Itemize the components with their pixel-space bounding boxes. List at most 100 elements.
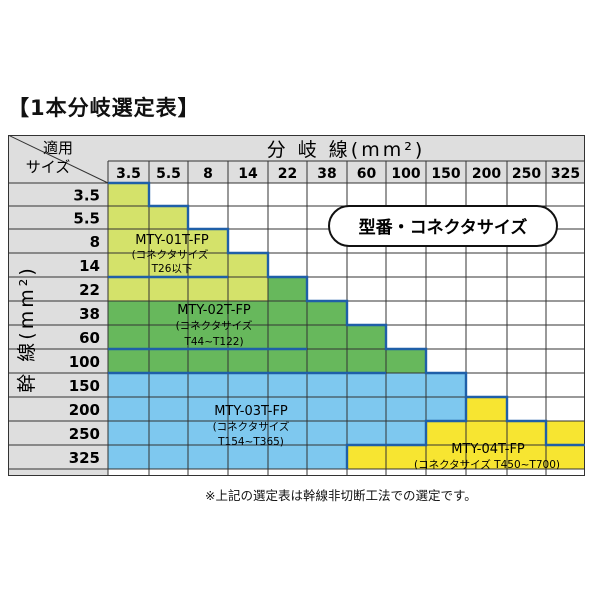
table-cell (188, 397, 228, 421)
table-cell (188, 301, 228, 325)
table-cell (307, 325, 347, 349)
branch-size-label: 8 (203, 166, 213, 182)
table-cell (347, 373, 386, 397)
table-cell (149, 445, 188, 469)
table-cell (426, 277, 466, 301)
table-cell (546, 253, 585, 277)
table-cell (386, 349, 426, 373)
table-cell (268, 277, 307, 301)
table-cell (347, 253, 386, 277)
trunk-size-label: 150 (69, 377, 100, 395)
branch-size-label: 22 (278, 166, 297, 182)
table-cell (507, 397, 546, 421)
trunk-size-label: 60 (79, 329, 100, 347)
table-cell (149, 373, 188, 397)
table-cell (228, 253, 268, 277)
table-cell (108, 397, 149, 421)
trunk-size-label: 5.5 (73, 210, 100, 228)
table-cell (507, 421, 546, 445)
table-cell (228, 301, 268, 325)
table-cell (307, 349, 347, 373)
table-cell (307, 301, 347, 325)
table-cell (466, 421, 507, 445)
table-cell (426, 349, 466, 373)
table-cell (546, 349, 585, 373)
table-cell (228, 277, 268, 301)
table-cell (149, 349, 188, 373)
table-cell (386, 421, 426, 445)
table-cell (546, 183, 585, 206)
table-cell (149, 229, 188, 253)
corner-bottom-label: サイズ (26, 158, 71, 176)
trunk-size-label: 3.5 (73, 187, 100, 205)
table-cell (268, 397, 307, 421)
region-3-model: MTY-03T-FP (214, 404, 288, 419)
table-cell (466, 349, 507, 373)
table-cell (108, 445, 149, 469)
table-cell (507, 277, 546, 301)
table-cell (426, 183, 466, 206)
table-cell (268, 349, 307, 373)
table-cell (386, 373, 426, 397)
branch-size-label: 100 (391, 166, 420, 182)
table-cell (108, 421, 149, 445)
table-cell (546, 325, 585, 349)
table-cell (546, 445, 585, 469)
table-cell (546, 301, 585, 325)
legend-bubble-label: 型番・コネクタサイズ (359, 217, 528, 238)
table-cell (228, 373, 268, 397)
table-cell (188, 445, 228, 469)
table-cell (426, 397, 466, 421)
table-cell (426, 445, 466, 469)
region-2-range: T44~T122) (183, 336, 243, 348)
table-cell (307, 253, 347, 277)
table-cell (347, 183, 386, 206)
branch-size-label: 150 (431, 166, 460, 182)
selection-table: 適用 サイズ 分 岐 線(mm²) 幹 線(mm²) 3.5 5.5 8 14 22 38… (8, 135, 585, 476)
region-3-range: T154~T365) (217, 436, 284, 448)
legend-bubble (328, 205, 558, 247)
table-cell (188, 183, 228, 206)
table-cell (188, 277, 228, 301)
trunk-header-label: 幹 線(mm²) (16, 265, 38, 393)
region-border (345, 397, 468, 469)
table-cell (466, 183, 507, 206)
table-cell (466, 253, 507, 277)
table-cell (108, 277, 149, 301)
table-cell (307, 397, 347, 421)
branch-size-label: 3.5 (116, 166, 141, 182)
table-cell (268, 421, 307, 445)
table-cell (507, 253, 546, 277)
table-cell (466, 373, 507, 397)
table-cell (268, 301, 307, 325)
region-2-model: MTY-02T-FP (177, 303, 251, 318)
table-cell (228, 183, 268, 206)
region-1-note: (コネクタサイズ (132, 248, 209, 261)
table-cell (347, 325, 386, 349)
table-cell (386, 397, 426, 421)
table-cell (108, 373, 149, 397)
table-cell (188, 421, 228, 445)
table-cell (307, 445, 347, 469)
region-3-note: (コネクタサイズ (213, 420, 290, 433)
table-cell (386, 445, 426, 469)
table-cell (268, 253, 307, 277)
table-cell (228, 397, 268, 421)
branch-header-label: 分 岐 線(mm²) (267, 139, 426, 161)
table-cell (546, 277, 585, 301)
table-cell (268, 206, 307, 229)
table-cell (347, 301, 386, 325)
table-cell (188, 373, 228, 397)
table-cell (347, 397, 386, 421)
table-cell (108, 349, 149, 373)
table-cell (347, 421, 386, 445)
table-cell (149, 397, 188, 421)
table-cell (546, 421, 585, 445)
region-border (108, 181, 585, 447)
table-cell (466, 397, 507, 421)
table-cell (108, 206, 149, 229)
table-cell (386, 277, 426, 301)
branch-size-label: 60 (357, 166, 377, 182)
table-cell (188, 229, 228, 253)
branch-size-label: 38 (317, 166, 336, 182)
